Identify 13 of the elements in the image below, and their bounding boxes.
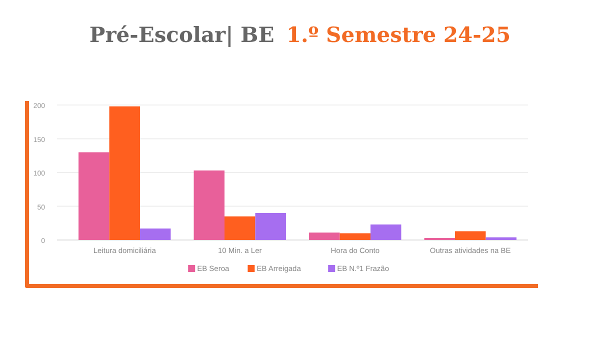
bar [370,224,402,240]
bar [340,233,370,240]
bar [224,216,256,240]
chart-subtitle: 1.º Semestre 24-25 [286,22,511,47]
bar [309,232,340,240]
bar [194,170,225,240]
bar [140,228,171,240]
bar [255,213,286,240]
bar [455,231,486,240]
bar [78,152,110,240]
bar [486,237,516,240]
bar [109,106,140,240]
chart-title: Pré-Escolar| BE [89,22,274,47]
